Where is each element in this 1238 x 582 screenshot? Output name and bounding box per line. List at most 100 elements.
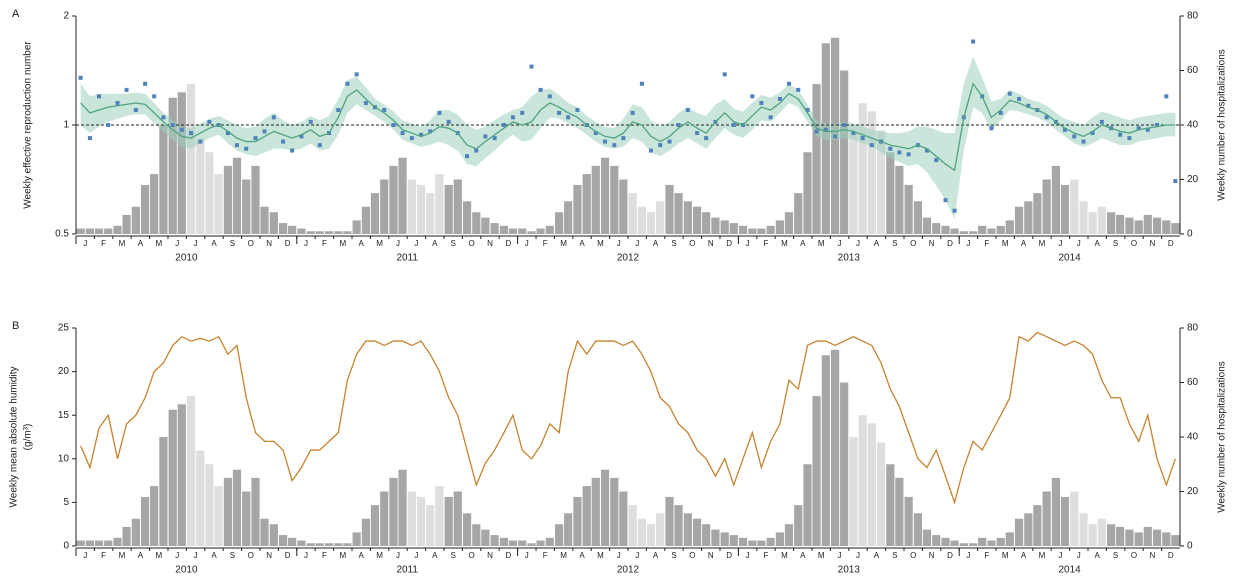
month-label: N xyxy=(708,239,714,248)
point xyxy=(906,152,911,157)
bar xyxy=(481,217,490,234)
bar xyxy=(683,201,692,234)
bar xyxy=(508,228,518,234)
point xyxy=(869,143,874,148)
month-label: J xyxy=(175,239,179,248)
bar xyxy=(352,532,361,546)
bar xyxy=(674,193,683,234)
point xyxy=(409,136,414,141)
point xyxy=(87,136,92,141)
month-label: J xyxy=(304,551,308,560)
bar xyxy=(315,543,324,546)
point xyxy=(685,108,690,113)
year-label: 2012 xyxy=(617,565,640,576)
bar xyxy=(1171,223,1180,234)
point xyxy=(833,134,838,139)
point xyxy=(639,81,644,86)
bar xyxy=(288,225,297,234)
bar xyxy=(702,524,711,546)
point xyxy=(492,136,497,141)
month-label: A xyxy=(359,551,365,560)
point xyxy=(593,131,598,136)
bar xyxy=(131,206,140,234)
bar xyxy=(987,540,996,546)
month-label: J xyxy=(396,239,400,248)
point xyxy=(750,94,755,99)
month-label: O xyxy=(910,551,916,560)
point xyxy=(1155,123,1160,127)
y2-tick-label: 80 xyxy=(1187,11,1199,22)
point xyxy=(391,123,396,127)
bar xyxy=(573,496,582,546)
month-label: J xyxy=(525,551,529,560)
panel-label: A xyxy=(12,8,20,20)
bar xyxy=(297,228,306,234)
y2-tick-label: 40 xyxy=(1187,120,1199,131)
y-tick-label: 25 xyxy=(58,323,70,334)
point xyxy=(299,134,304,139)
point xyxy=(96,94,101,99)
bar xyxy=(803,152,812,234)
bar xyxy=(932,223,941,234)
month-label: F xyxy=(543,239,548,248)
bar xyxy=(380,179,389,234)
bar xyxy=(1107,524,1116,546)
bar xyxy=(922,217,932,234)
bar xyxy=(214,174,223,234)
bar xyxy=(279,223,288,234)
bar xyxy=(775,532,785,546)
month-label: M xyxy=(818,551,825,560)
point xyxy=(630,110,635,115)
bar xyxy=(1005,532,1014,546)
bar xyxy=(94,540,104,546)
bar xyxy=(1162,532,1171,546)
point xyxy=(262,129,267,134)
month-label: M xyxy=(1039,239,1046,248)
bar xyxy=(1125,217,1134,234)
bar xyxy=(729,223,738,234)
month-label: A xyxy=(1021,551,1027,560)
bar xyxy=(490,535,499,546)
point xyxy=(731,123,736,127)
month-label: O xyxy=(248,551,254,560)
month-label: O xyxy=(468,239,474,248)
point xyxy=(676,123,681,127)
month-label: F xyxy=(984,551,989,560)
bar xyxy=(646,524,656,546)
bar xyxy=(757,228,766,234)
month-label: D xyxy=(947,239,953,248)
bar xyxy=(1088,212,1097,234)
bar xyxy=(389,477,398,546)
bar xyxy=(150,486,159,546)
point xyxy=(989,126,994,131)
month-label: J xyxy=(1077,551,1081,560)
bar xyxy=(315,231,324,234)
y2-tick-label: 60 xyxy=(1187,65,1199,76)
bar xyxy=(251,165,260,234)
bar xyxy=(1097,518,1106,546)
y-tick-label: 20 xyxy=(58,366,70,377)
month-label: J xyxy=(617,551,621,560)
bar xyxy=(306,543,315,546)
bar xyxy=(205,152,214,234)
bar xyxy=(1042,491,1051,546)
point xyxy=(520,110,525,115)
bar xyxy=(674,505,683,546)
bar xyxy=(1116,214,1125,234)
month-label: D xyxy=(726,551,732,560)
bar xyxy=(683,513,692,546)
month-label: M xyxy=(818,239,825,248)
month-label: J xyxy=(746,239,750,248)
month-label: S xyxy=(671,239,676,248)
bar xyxy=(269,524,278,546)
bar xyxy=(886,152,895,234)
bar xyxy=(720,532,729,546)
month-label: A xyxy=(211,551,217,560)
point xyxy=(428,129,433,134)
month-label: J xyxy=(304,239,308,248)
point xyxy=(207,119,212,124)
bar xyxy=(1134,220,1143,234)
y2-tick-label: 80 xyxy=(1187,323,1199,334)
bar xyxy=(1024,201,1033,234)
bar xyxy=(794,505,803,546)
